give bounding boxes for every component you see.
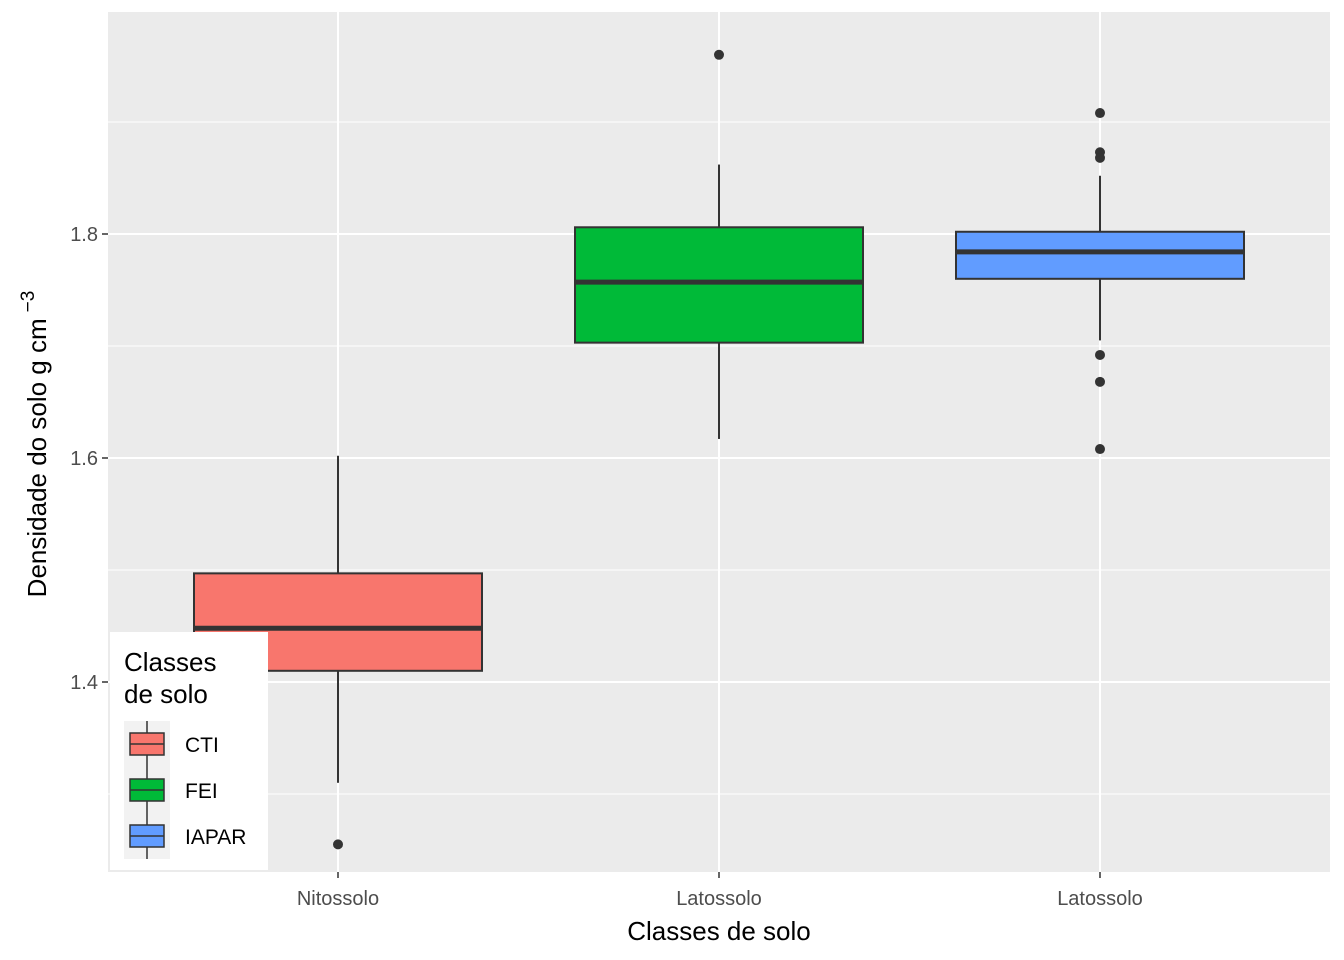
x-tick-label: Nitossolo [297,888,379,910]
legend: Classes de solo CTI FEI IAPAR [110,632,268,870]
x-axis: Nitossolo Latossolo Latossolo [297,872,1143,910]
legend-item-cti: CTI [124,721,219,767]
svg-text:Densidade do solo g cm−3: Densidade do solo g cm −3 [18,291,52,598]
legend-title-line-2: de solo [124,679,208,709]
y-axis-title-main: Densidade do solo g cm [22,318,52,597]
outlier-point [333,839,343,850]
outlier-point [1095,349,1105,360]
boxes [193,49,1245,850]
y-tick-label: 1.8 [70,224,98,246]
outlier-point [714,49,724,60]
legend-label: FEI [185,780,218,803]
outlier-point [1095,444,1105,455]
legend-label: CTI [185,734,219,757]
y-axis-title: Densidade do solo g cm −3 [18,291,52,598]
x-tick-label: Latossolo [1057,888,1143,910]
x-tick-label: Latossolo [676,888,762,910]
y-tick-label: 1.4 [70,672,98,694]
legend-item-fei: FEI [124,767,218,813]
box-iqr [574,226,864,344]
y-axis: 1.4 1.6 1.8 [70,224,108,694]
outlier-point [1095,376,1105,387]
outlier-point [1095,152,1105,163]
legend-keys: CTI FEI IAPAR [124,721,246,859]
box-cti [193,455,483,850]
box-iapar [955,108,1245,455]
legend-item-iapar: IAPAR [124,813,246,859]
box-iqr [955,230,1245,280]
box-fei [574,49,864,439]
y-axis-title-exponent: −3 [18,291,39,313]
y-tick-label: 1.6 [70,448,98,470]
legend-label: IAPAR [185,826,246,849]
x-axis-title: Classes de solo [627,916,811,946]
outlier-point [1095,108,1105,119]
legend-title-line-1: Classes [124,647,216,677]
